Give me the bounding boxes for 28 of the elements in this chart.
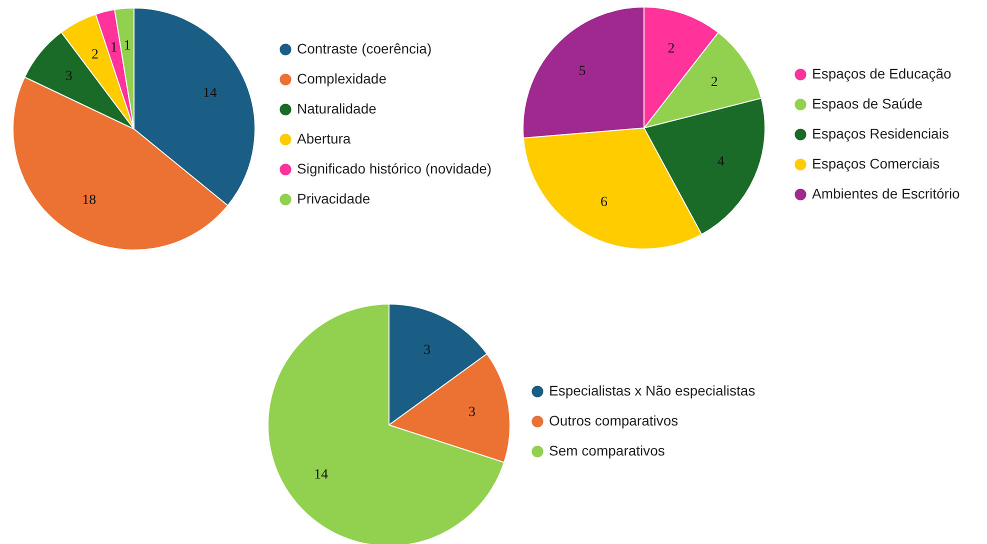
data-label: 14 xyxy=(202,86,217,101)
legend-label: Significado histórico (novidade) xyxy=(297,160,492,176)
legend-label: Ambientes de Escritório xyxy=(812,186,960,202)
data-label: 3 xyxy=(65,68,72,84)
legend-label: Espaços Residenciais xyxy=(812,126,949,142)
data-label: 2 xyxy=(91,48,98,63)
legend-label: Espaos de Saúde xyxy=(812,96,923,112)
data-label: 14 xyxy=(314,467,328,482)
data-label: 2 xyxy=(668,42,675,57)
legend-label: Sem comparativos xyxy=(549,442,665,458)
legend-label: Contraste (coerência) xyxy=(297,40,432,56)
legend-label: Complexidade xyxy=(297,70,387,86)
legend-label: Abertura xyxy=(297,130,351,146)
data-label: 1 xyxy=(124,38,131,54)
data-label: 2 xyxy=(710,75,718,90)
data-label: 18 xyxy=(82,192,96,208)
data-label: 4 xyxy=(717,154,724,170)
data-label: 3 xyxy=(468,404,476,420)
legend-label: Outros comparativos xyxy=(549,412,678,428)
data-label: 6 xyxy=(600,194,608,210)
legend-label: Especialistas x Não especialistas xyxy=(549,382,756,398)
legend-label: Naturalidade xyxy=(297,100,377,116)
legend-label: Espaços de Educação xyxy=(812,66,952,82)
legend-label: Espaços Comerciais xyxy=(812,156,940,172)
data-label: 3 xyxy=(424,343,431,358)
data-label: 1 xyxy=(110,40,118,56)
data-label: 5 xyxy=(578,64,586,80)
legend-label: Privacidade xyxy=(297,190,370,206)
